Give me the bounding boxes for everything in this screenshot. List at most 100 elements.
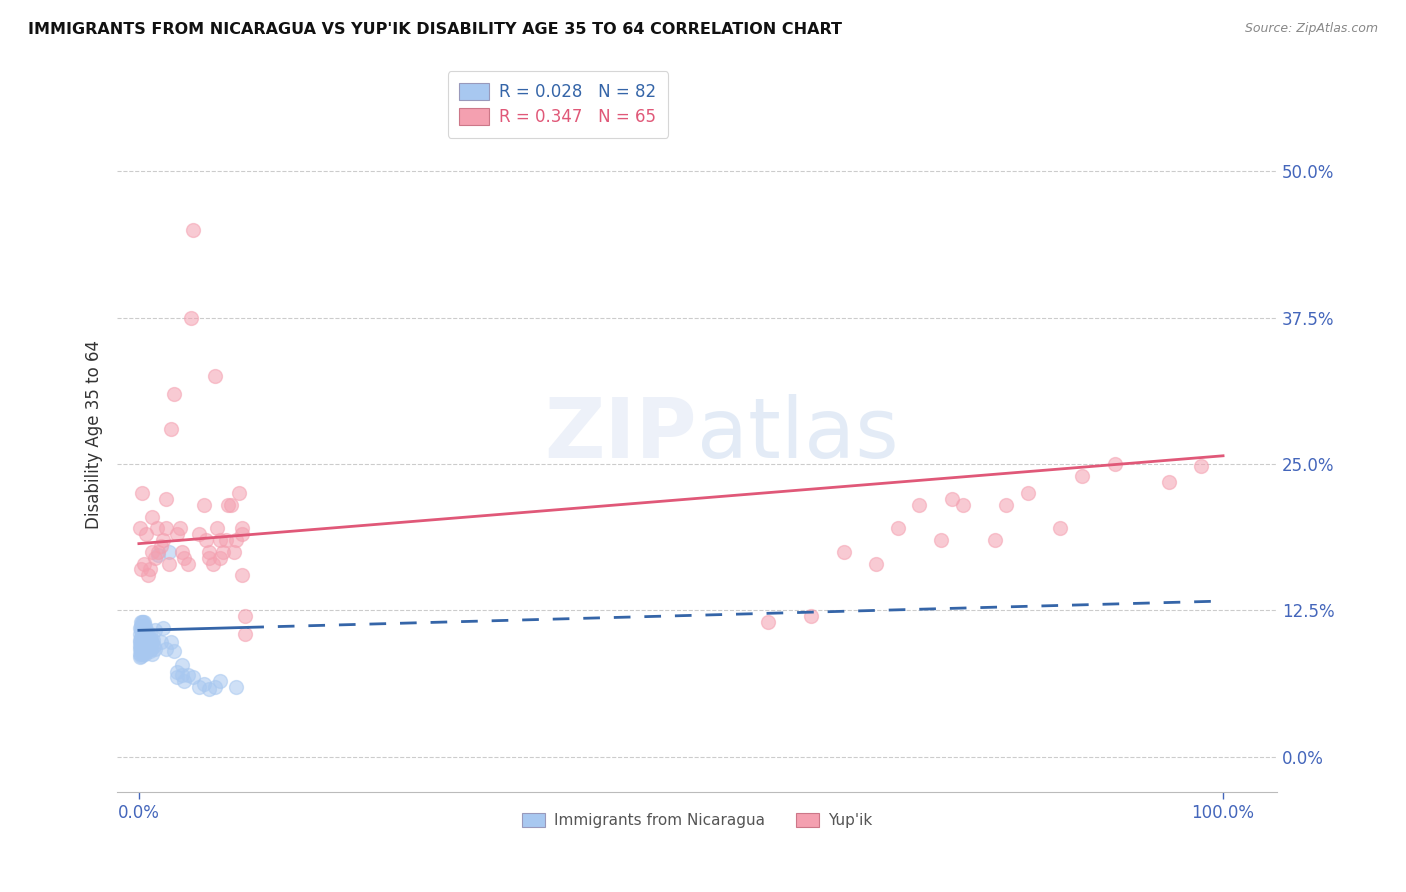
Point (138, 639, 160, 653)
Point (129, 640, 152, 655)
Point (181, 670, 204, 684)
Point (129, 631, 152, 645)
Point (169, 521, 191, 535)
Point (148, 549, 170, 563)
Point (198, 545, 221, 559)
Point (201, 557, 224, 571)
Point (139, 642, 162, 657)
Point (138, 635, 160, 649)
Point (138, 562, 160, 576)
Point (865, 557, 887, 571)
Point (929, 533, 952, 548)
Point (1157, 475, 1180, 489)
Point (187, 527, 209, 541)
Point (193, 677, 215, 691)
Point (129, 618, 152, 632)
Point (129, 632, 152, 647)
Point (1017, 486, 1039, 500)
Point (204, 680, 226, 694)
Point (231, 521, 253, 535)
Point (131, 621, 153, 635)
Point (129, 562, 152, 576)
Point (132, 627, 155, 641)
Point (224, 545, 246, 559)
Point (172, 668, 194, 682)
Point (132, 621, 155, 635)
Point (887, 521, 910, 535)
Point (1049, 521, 1071, 535)
Point (134, 624, 156, 638)
Point (1071, 468, 1094, 483)
Point (233, 609, 256, 624)
Point (136, 635, 159, 649)
Point (172, 545, 194, 559)
Point (225, 680, 247, 694)
Point (131, 647, 153, 661)
Point (172, 658, 194, 673)
Point (136, 627, 159, 641)
Point (149, 539, 172, 553)
Point (129, 627, 152, 641)
Point (152, 621, 174, 635)
Point (129, 621, 152, 635)
Point (129, 635, 152, 649)
Point (134, 639, 156, 653)
Point (136, 642, 159, 657)
Point (198, 550, 221, 565)
Point (134, 615, 156, 629)
Point (832, 545, 855, 559)
Point (231, 527, 253, 541)
Point (132, 647, 155, 661)
Point (157, 545, 180, 559)
Point (181, 223, 204, 237)
Point (166, 670, 188, 684)
Point (984, 533, 1007, 548)
Point (1104, 457, 1126, 471)
Point (173, 550, 195, 565)
Point (233, 627, 256, 641)
Point (135, 632, 157, 647)
Point (129, 637, 152, 651)
Point (193, 498, 215, 512)
Point (129, 650, 152, 665)
Point (139, 632, 162, 647)
Point (162, 386, 184, 401)
Point (155, 521, 177, 535)
Point (134, 635, 156, 649)
Point (134, 647, 156, 661)
Legend: Immigrants from Nicaragua, Yup'ik: Immigrants from Nicaragua, Yup'ik (516, 807, 879, 834)
Point (136, 568, 159, 582)
Point (908, 498, 931, 512)
Point (131, 632, 153, 647)
Point (129, 647, 152, 661)
Point (209, 673, 232, 688)
Point (142, 632, 165, 647)
Point (1189, 459, 1212, 474)
Point (214, 533, 236, 548)
Text: IMMIGRANTS FROM NICARAGUA VS YUP'IK DISABILITY AGE 35 TO 64 CORRELATION CHART: IMMIGRANTS FROM NICARAGUA VS YUP'IK DISA… (28, 22, 842, 37)
Point (129, 639, 152, 653)
Point (129, 644, 152, 658)
Point (134, 644, 156, 658)
Point (135, 527, 157, 541)
Point (173, 673, 195, 688)
Point (160, 422, 183, 436)
Point (132, 615, 155, 629)
Point (209, 550, 232, 565)
Point (134, 632, 156, 647)
Point (135, 644, 157, 658)
Point (138, 644, 160, 658)
Point (129, 624, 152, 638)
Text: atlas: atlas (697, 394, 898, 475)
Point (195, 533, 218, 548)
Point (132, 642, 155, 657)
Point (152, 533, 174, 548)
Point (157, 557, 180, 571)
Point (131, 635, 153, 649)
Point (138, 632, 160, 647)
Text: Source: ZipAtlas.com: Source: ZipAtlas.com (1244, 22, 1378, 36)
Point (995, 498, 1018, 512)
Point (228, 486, 250, 500)
Point (204, 369, 226, 384)
Point (800, 609, 823, 624)
